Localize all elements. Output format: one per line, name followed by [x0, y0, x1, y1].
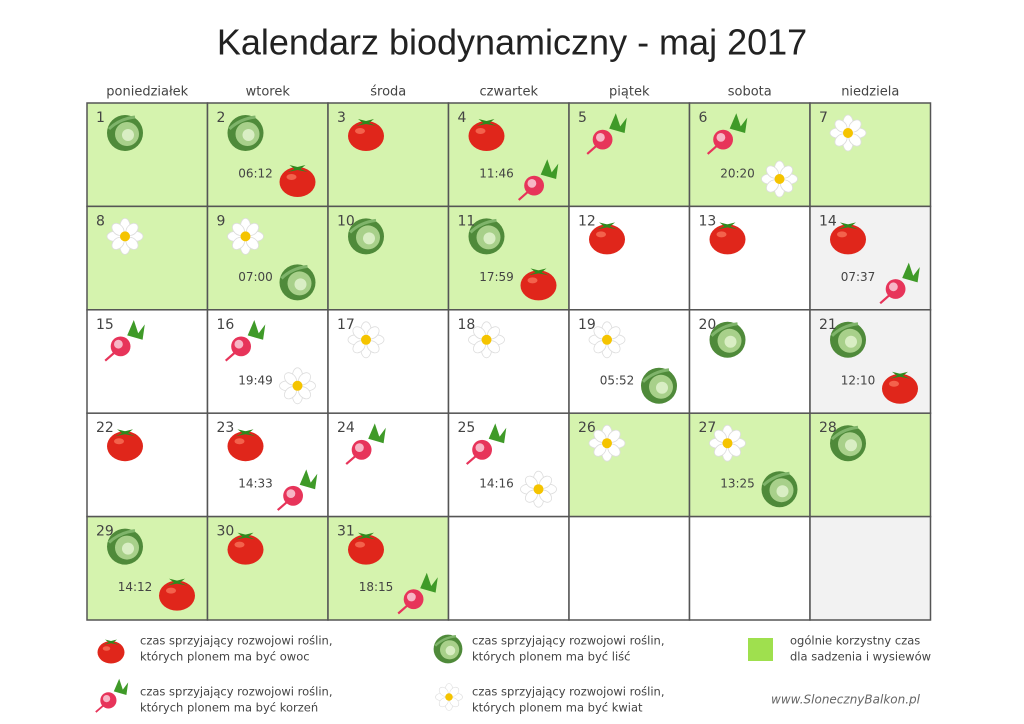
- day-number: 2: [217, 110, 226, 126]
- plant-icon: [226, 113, 265, 153]
- day-time: 14:12: [118, 580, 153, 594]
- legend-text: czas sprzyjający rozwojowi roślin,: [140, 685, 333, 699]
- plant-icon: [760, 469, 799, 509]
- day-time: 05:52: [600, 373, 635, 387]
- day-number: 12: [578, 213, 596, 229]
- legend-icon-leaf: [432, 633, 464, 665]
- day-cell: [568, 412, 691, 518]
- legend-icon-root: [94, 677, 130, 713]
- day-cell: [206, 412, 329, 518]
- day-cell: [568, 205, 691, 311]
- day-number: 28: [819, 420, 837, 436]
- day-cell: [688, 515, 811, 621]
- legend-text: czas sprzyjający rozwojowi roślin,: [472, 685, 665, 699]
- day-time: 07:00: [238, 270, 273, 284]
- day-number: 24: [337, 420, 355, 436]
- legend-text: czas sprzyjający rozwojowi roślin,: [140, 634, 333, 648]
- day-number: 18: [458, 317, 476, 333]
- day-time: 12:10: [841, 373, 876, 387]
- weekday-label: środa: [370, 85, 406, 100]
- day-cell: [447, 102, 570, 208]
- day-number: 6: [699, 110, 708, 126]
- day-cell: [688, 309, 811, 414]
- day-number: 20: [699, 317, 717, 333]
- weekday-label: niedziela: [841, 85, 899, 100]
- day-cell: [327, 102, 450, 208]
- day-number: 25: [458, 420, 476, 436]
- weekday-label: czwartek: [479, 85, 538, 100]
- legend-icon-flower: [435, 683, 463, 711]
- day-number: 10: [337, 213, 355, 229]
- legend-icon-fruit: [97, 639, 125, 664]
- day-cell: [327, 412, 450, 518]
- day-cell: [447, 309, 570, 414]
- legend-text: których plonem ma być liść: [472, 650, 630, 664]
- day-number: 1: [96, 110, 105, 126]
- day-cell: [447, 515, 570, 621]
- legend-text: których plonem ma być kwiat: [472, 701, 643, 715]
- footer-url: www.SlonecznyBalkon.pl: [771, 693, 921, 707]
- day-cell: [809, 102, 932, 208]
- day-number: 8: [96, 213, 105, 229]
- day-time: 11:46: [479, 167, 514, 181]
- legend-text: dla sadzenia i wysiewów: [790, 650, 931, 664]
- day-number: 26: [578, 420, 596, 436]
- day-time: 07:37: [841, 270, 876, 284]
- day-number: 23: [217, 420, 235, 436]
- day-number: 14: [819, 213, 837, 229]
- weekday-label: wtorek: [246, 85, 291, 100]
- legend-text: czas sprzyjający rozwojowi roślin,: [472, 634, 665, 648]
- day-cell: [809, 412, 932, 518]
- day-cell: [327, 205, 450, 311]
- day-time: 20:20: [720, 167, 755, 181]
- day-cell: [86, 102, 209, 208]
- day-cell: [809, 205, 932, 311]
- day-cell: [568, 102, 691, 208]
- day-number: 3: [337, 110, 346, 126]
- day-number: 5: [578, 110, 587, 126]
- legend-text: których plonem ma być owoc: [140, 650, 310, 664]
- weekday-label: poniedziałek: [106, 85, 188, 100]
- legend-text: ogólnie korzystny czas: [790, 634, 920, 648]
- day-number: 31: [337, 524, 355, 540]
- legend: czas sprzyjający rozwojowi roślin, któryc…: [94, 633, 931, 715]
- day-number: 16: [217, 317, 235, 333]
- day-number: 11: [458, 213, 476, 229]
- day-number: 7: [819, 110, 828, 126]
- day-number: 19: [578, 317, 596, 333]
- day-cell: [86, 205, 209, 311]
- day-number: 9: [217, 213, 226, 229]
- day-time: 14:33: [238, 477, 273, 491]
- day-cell: [809, 515, 932, 621]
- legend-swatch: [748, 638, 773, 661]
- title: Kalendarz biodynamiczny - maj 2017: [217, 22, 807, 63]
- day-time: 18:15: [359, 580, 394, 594]
- weekday-label: piątek: [609, 85, 650, 100]
- weekday-label: sobota: [728, 85, 772, 100]
- day-time: 14:16: [479, 477, 514, 491]
- day-cell: [86, 412, 209, 518]
- day-number: 21: [819, 317, 837, 333]
- day-time: 06:12: [238, 167, 273, 181]
- day-number: 4: [458, 110, 467, 126]
- day-cell: [568, 515, 691, 621]
- day-cell: [327, 515, 450, 621]
- day-time: 17:59: [479, 270, 514, 284]
- plant-icon: [105, 113, 145, 153]
- legend-text: których plonem ma być korzeń: [140, 701, 318, 715]
- day-number: 15: [96, 317, 114, 333]
- day-number: 27: [699, 420, 717, 436]
- day-number: 29: [96, 524, 114, 540]
- day-time: 13:25: [720, 477, 755, 491]
- plant-icon: [639, 366, 679, 406]
- day-number: 22: [96, 420, 114, 436]
- day-time: 19:49: [238, 373, 273, 387]
- day-number: 13: [699, 213, 717, 229]
- day-number: 17: [337, 317, 355, 333]
- day-number: 30: [217, 524, 235, 540]
- plant-icon: [278, 262, 317, 302]
